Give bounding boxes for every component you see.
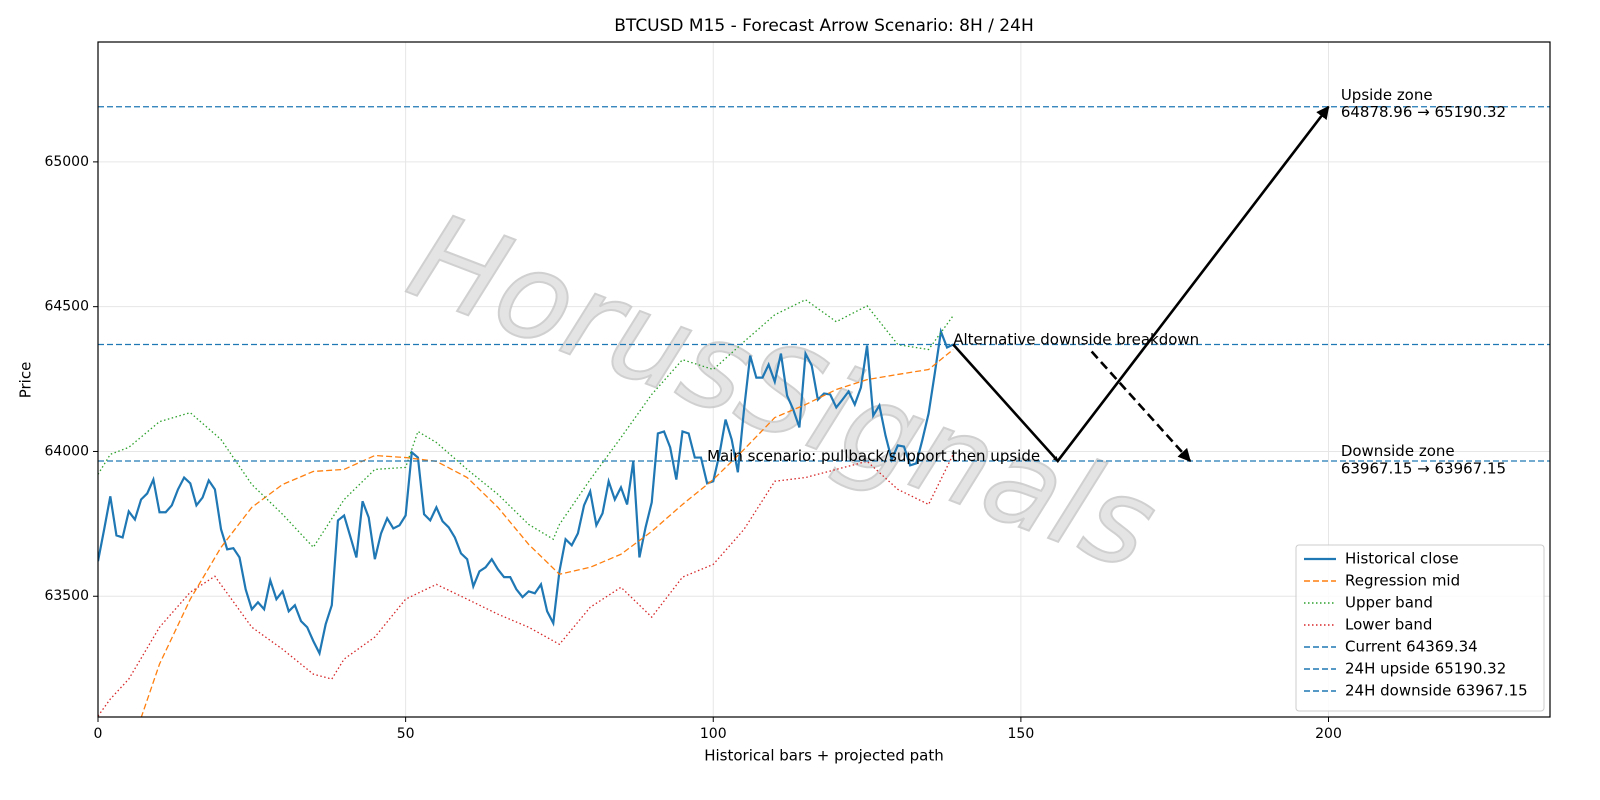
x-tick-label: 150 (1008, 726, 1035, 742)
chart-title: BTCUSD M15 - Forecast Arrow Scenario: 8H… (614, 16, 1033, 36)
legend-label: 24H downside 63967.15 (1345, 682, 1528, 700)
y-tick-label: 63500 (44, 588, 89, 604)
annotation: 64878.96 → 65190.32 (1341, 103, 1506, 121)
annotation: 63967.15 → 63967.15 (1341, 459, 1506, 477)
x-tick-label: 50 (397, 726, 415, 742)
legend-label: Lower band (1345, 616, 1432, 634)
legend-label: Upper band (1345, 594, 1433, 612)
legend-label: Current 64369.34 (1345, 638, 1478, 656)
legend-box (1295, 544, 1545, 712)
x-axis-label: Historical bars + projected path (704, 747, 944, 765)
y-axis-label: Price (17, 362, 35, 399)
annotation: Alternative downside breakdown (953, 330, 1199, 348)
legend: Historical close Regression mid Upper band… (1295, 544, 1545, 712)
x-tick-label: 100 (700, 726, 727, 742)
grid (97, 42, 1550, 717)
annotation: Downside zone (1341, 442, 1455, 460)
legend-label: Regression mid (1345, 572, 1460, 590)
series-line (140, 349, 954, 717)
series-line (98, 454, 954, 717)
ticks: 0 50 100 150 200 63500 64000 64500 65000 (44, 154, 1341, 742)
series-line (98, 327, 954, 657)
x-tick-label: 0 (94, 726, 103, 742)
annotation: Main scenario: pullback/support then ups… (707, 447, 1040, 465)
y-tick-label: 65000 (44, 154, 89, 170)
plot-frame (97, 41, 1551, 718)
series-line (98, 298, 954, 549)
y-tick-label: 64500 (44, 299, 89, 315)
scenario-arrow (1090, 350, 1192, 462)
legend-label: Historical close (1345, 550, 1459, 568)
legend-label: 24H upside 65190.32 (1345, 660, 1506, 678)
x-tick-label: 200 (1315, 726, 1342, 742)
watermark: HorusSignals (393, 188, 1174, 598)
annotation: Upside zone (1341, 86, 1433, 104)
y-tick-label: 64000 (44, 443, 89, 459)
